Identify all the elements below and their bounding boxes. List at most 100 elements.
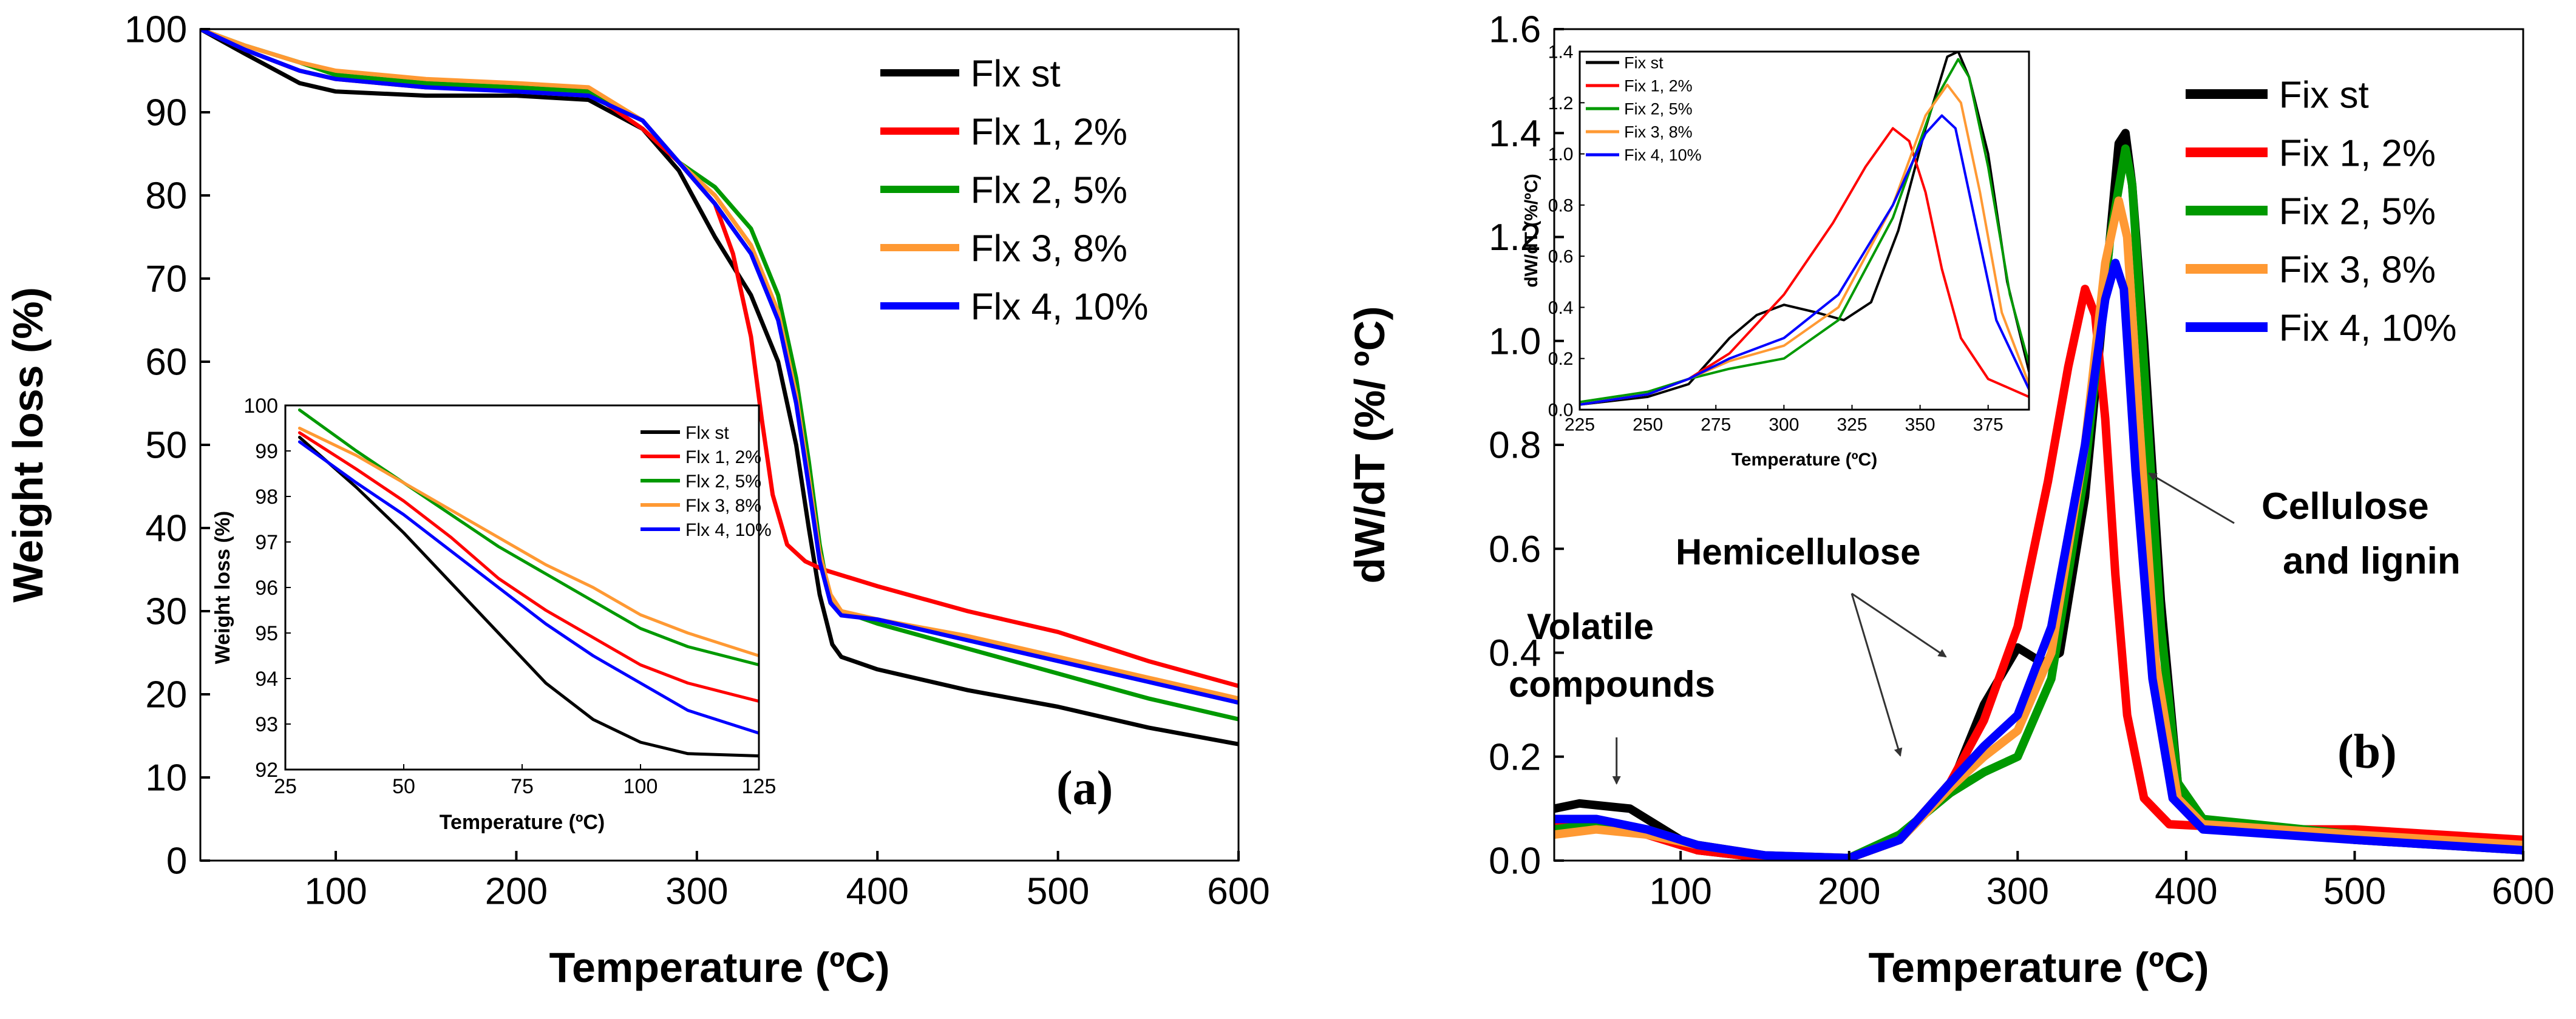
y-tick-label: 0.4 [1548, 298, 1574, 318]
legend-entry: Fix 3, 8% [1624, 123, 1693, 141]
series-group [297, 408, 759, 757]
y-axis-title: Weight loss (%) [4, 287, 52, 603]
y-tick-label: 0.8 [1489, 425, 1541, 467]
legend-entry: Flx st [685, 423, 729, 443]
y-axis-title: Weight loss (%) [211, 511, 234, 665]
x-tick-label: 25 [274, 775, 297, 798]
y-tick-label: 100 [124, 9, 187, 51]
x-tick-label: 300 [1769, 415, 1799, 435]
legend-entry: Flx 3, 8% [685, 496, 761, 516]
y-tick-label: 40 [145, 508, 187, 550]
legend: Fix st Fix 1, 2% Fix 2, 5% Fix 3, 8% Fix 4, … [1586, 54, 1702, 164]
x-axis-title: Temperature (ºC) [549, 944, 889, 991]
legend-entry: Fix 4, 10% [1624, 146, 1702, 164]
legend: Fix st Fix 1, 2% Fix 2, 5% Fix 3, 8% Fix 4, … [2186, 74, 2457, 349]
legend-entry: Flx 4, 10% [685, 520, 772, 540]
y-tick-label: 50 [145, 425, 187, 467]
y-tick-label: 0.6 [1489, 529, 1541, 570]
y-tick-label: 0.0 [1489, 841, 1541, 882]
legend-entry: Fix 1, 2% [2279, 132, 2436, 174]
y-tick-label: 1.0 [1548, 144, 1574, 164]
y-tick-label: 1.2 [1489, 217, 1541, 259]
chart-b-inset: 225 250 275 300 325 350 375 0.0 0.2 0.4 0.6 0.8 1.0 1… [1521, 42, 2030, 470]
x-tick-label: 375 [1973, 415, 2003, 435]
y-tick-label: 0.0 [1548, 401, 1574, 421]
x-tick-label: 200 [485, 870, 548, 912]
y-tick-label: 10 [145, 757, 187, 799]
series-line-flx-4-10- [200, 29, 1239, 705]
series-line-flx-st [297, 436, 759, 757]
series-line-flx-1-2- [297, 431, 759, 703]
x-tick-label: 100 [1649, 870, 1711, 912]
legend-entry: Flx 1, 2% [685, 447, 761, 467]
x-tick-label: 350 [1905, 415, 1935, 435]
y-tick-label: 30 [145, 591, 187, 633]
x-tick-label: 50 [392, 775, 415, 798]
series-line-fix-4-10- [1554, 259, 2523, 861]
series-line-flx-2-5- [200, 29, 1239, 722]
arrow-hemicellulose-1 [1851, 592, 1947, 658]
panel-label: (a) [1056, 762, 1113, 815]
x-tick-label: 275 [1701, 415, 1731, 435]
y-tick-label: 98 [255, 486, 278, 509]
x-tick-label: 200 [1818, 870, 1880, 912]
legend: Flx st Flx 1, 2% Flx 2, 5% Flx 3, 8% Flx 4, … [641, 423, 772, 540]
plot-frame [1579, 50, 2030, 411]
x-tick-label: 600 [2492, 870, 2554, 912]
x-tick-label: 325 [1837, 415, 1867, 435]
x-tick-label: 250 [1633, 415, 1663, 435]
x-tick-label: 100 [624, 775, 658, 798]
annotation-volatile-line2: compounds [1509, 664, 1715, 705]
series-line-flx-4-10- [297, 440, 759, 735]
y-tick-label: 0.4 [1489, 632, 1541, 674]
y-tick-label: 0.2 [1489, 736, 1541, 778]
y-tick-label: 0.8 [1548, 195, 1574, 215]
y-tick-label: 95 [255, 622, 278, 645]
annotation-volatile-line1: Volatile [1527, 606, 1654, 647]
y-tick-label: 96 [255, 577, 278, 600]
legend-entry: Fix st [2279, 74, 2369, 116]
y-tick-label: 1.4 [1489, 113, 1541, 155]
y-tick-label: 1.0 [1489, 320, 1541, 362]
legend-entry: Fix 2, 5% [2279, 191, 2436, 232]
x-axis-title: Temperature (ºC) [1731, 450, 1877, 470]
y-tick-label: 1.2 [1548, 93, 1574, 113]
annotation-cellulose-line2: and lignin [2283, 540, 2461, 582]
y-tick-label: 0.2 [1548, 349, 1574, 369]
legend-entry: Fix 2, 5% [1624, 100, 1693, 118]
x-tick-label: 500 [2323, 870, 2386, 912]
y-tick-label: 100 [243, 394, 278, 418]
arrow-cellulose [2148, 472, 2235, 524]
plot-background [1580, 52, 2029, 410]
legend: Flx st Flx 1, 2% Flx 2, 5% Flx 3, 8% Flx 4, … [880, 53, 1149, 328]
legend-entry: Flx 1, 2% [971, 111, 1127, 153]
x-tick-label: 500 [1027, 870, 1089, 912]
x-tick-label: 400 [2155, 870, 2217, 912]
y-axis-title: dW/dT (%/ºC) [1521, 174, 1541, 288]
y-tick-label: 0.6 [1548, 247, 1574, 267]
y-tick-label: 90 [145, 92, 187, 134]
series-group [200, 29, 1239, 746]
y-axis-title: dW/dT (%/ ºC) [1346, 306, 1393, 583]
annotation-cellulose-line1: Cellulose [2262, 486, 2429, 527]
y-tick-label: 99 [255, 440, 278, 463]
chart-a-inset: 25 50 75 100 125 92 93 94 95 96 97 98 99 100 Temperatu… [211, 394, 776, 834]
legend-entry: Flx st [971, 53, 1061, 95]
series-group [1580, 52, 2029, 406]
y-tick-label: 94 [255, 668, 278, 691]
y-tick-label: 80 [145, 175, 187, 217]
series-line-flx-2-5- [297, 408, 759, 666]
legend-entry: Flx 4, 10% [971, 286, 1149, 328]
x-tick-label: 75 [511, 775, 534, 798]
y-tick-label: 93 [255, 713, 278, 736]
y-tick-label: 1.4 [1548, 42, 1574, 63]
x-tick-label: 400 [846, 870, 908, 912]
legend-entry: Fix 3, 8% [2279, 249, 2436, 291]
series-group [1554, 129, 2523, 861]
x-tick-label: 300 [665, 870, 728, 912]
x-tick-label: 600 [1207, 870, 1269, 912]
legend-entry: Flx 3, 8% [971, 228, 1127, 269]
x-tick-label: 125 [742, 775, 777, 798]
arrow-hemicellulose-2 [1850, 593, 1903, 757]
